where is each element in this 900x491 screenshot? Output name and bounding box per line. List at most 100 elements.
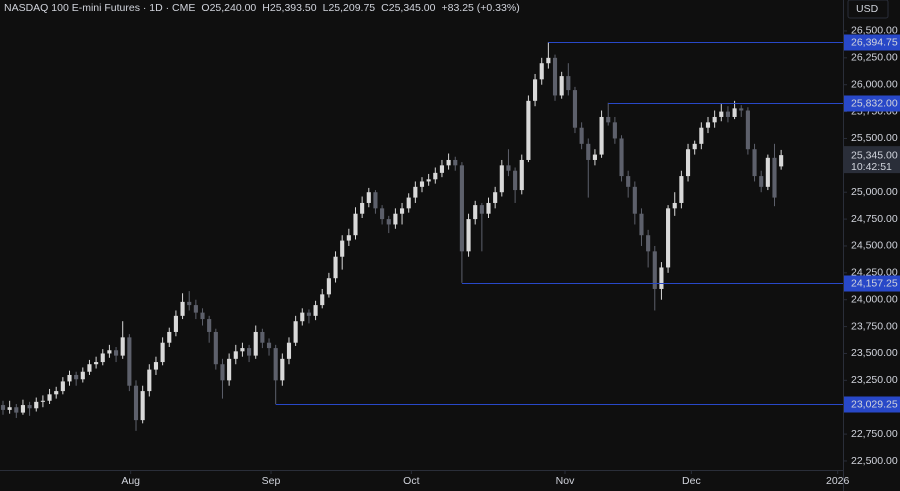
candle-body — [592, 154, 597, 160]
candle-body — [685, 149, 691, 177]
candle-body — [519, 159, 524, 191]
x-tick-label: Nov — [556, 475, 575, 487]
countdown: 10:42:51 — [851, 161, 892, 173]
candle-body — [552, 57, 558, 96]
level-label: 23,029.25 — [851, 398, 898, 410]
candle-body — [153, 362, 159, 370]
candle-body — [306, 312, 311, 316]
currency-box[interactable] — [847, 0, 889, 19]
candle-body — [745, 110, 750, 150]
candle-body — [586, 143, 591, 160]
candle-body — [147, 369, 152, 392]
candle-body — [113, 350, 119, 356]
candle-body — [373, 192, 378, 209]
candle-body — [666, 208, 671, 268]
candle-body — [719, 111, 724, 117]
candle-body — [433, 172, 438, 180]
candle-body — [606, 116, 611, 123]
candle-body — [260, 331, 265, 343]
candle-body — [406, 197, 411, 209]
y-tick-label: 26,000.00 — [851, 78, 898, 90]
candle-body — [227, 358, 232, 381]
candle-body — [313, 305, 318, 316]
candle-body — [725, 111, 731, 117]
candle-body — [133, 385, 139, 421]
y-tick-label: 26,250.00 — [851, 52, 898, 64]
field-value: 25,240.00 — [210, 2, 257, 14]
candle-body — [712, 116, 717, 123]
candle-body — [426, 179, 431, 182]
field-value: 25,393.50 — [270, 2, 317, 14]
candle-body — [419, 181, 425, 187]
x-tick-label: Aug — [121, 475, 140, 487]
level-label-box — [844, 275, 900, 292]
y-tick-label: 23,750.00 — [851, 320, 898, 332]
y-tick-label: 22,750.00 — [851, 428, 898, 440]
candle-body — [486, 202, 491, 214]
candle-body — [705, 122, 711, 128]
candle-body — [14, 407, 19, 413]
candle-body — [393, 213, 398, 225]
candle-body — [579, 127, 584, 144]
currency[interactable]: USD — [856, 3, 879, 15]
level-label-box — [844, 95, 900, 112]
candle-body — [506, 165, 511, 171]
change: +83.25 (+0.33%) — [441, 2, 519, 14]
candle-body — [466, 219, 471, 252]
y-tick-label: 25,000.00 — [851, 186, 898, 198]
candle-body — [27, 405, 32, 409]
candle-body — [386, 219, 391, 225]
candle-body — [120, 337, 125, 356]
candle-body — [459, 165, 464, 252]
y-tick-label: 24,750.00 — [851, 213, 898, 225]
candle-body — [94, 362, 99, 365]
candle-body — [619, 138, 624, 177]
y-tick-label: 26,500.00 — [851, 25, 898, 37]
level-label-box — [844, 34, 900, 51]
candle-body — [60, 381, 65, 392]
candle-body — [539, 63, 544, 80]
candle-body — [752, 149, 757, 177]
plot — [0, 42, 784, 431]
candle-body — [54, 391, 59, 395]
candle-body — [652, 251, 657, 289]
candle-body — [446, 159, 451, 166]
candle-body — [273, 348, 278, 381]
candle-body — [399, 208, 405, 214]
candle-body — [67, 374, 72, 382]
candle-body — [513, 170, 518, 191]
candle-body — [140, 391, 145, 421]
candle-body — [380, 208, 385, 220]
candle-body — [193, 305, 198, 313]
candle-body — [233, 351, 238, 359]
symbol: NASDAQ 100 E-mini Futures · 1D · CME — [4, 2, 195, 14]
candle-body — [632, 186, 637, 214]
candle-body — [692, 143, 697, 150]
candle-body — [40, 400, 45, 402]
candle-body — [20, 405, 26, 413]
last-price-label: 25,345.00 — [851, 149, 898, 161]
field-value: 25,209.75 — [328, 2, 375, 14]
candle-body — [180, 301, 185, 316]
candle-body — [526, 100, 531, 160]
legend-header: NASDAQ 100 E-mini Futures · 1D · CME O25,… — [4, 2, 520, 14]
level-label-box — [844, 396, 900, 413]
candle-body — [107, 350, 112, 354]
candle-body — [247, 348, 252, 356]
candle-body — [220, 364, 225, 381]
field-value: 25,345.00 — [389, 2, 436, 14]
candle-body — [546, 57, 551, 64]
candle-body — [47, 394, 52, 401]
field-key: O — [201, 2, 209, 14]
candle-body — [559, 76, 564, 96]
candle-body — [659, 267, 664, 289]
candle-body — [200, 312, 205, 320]
candle-body — [127, 337, 132, 386]
level-label: 25,832.00 — [851, 97, 898, 109]
candle-body — [207, 319, 212, 332]
candle-body — [0, 405, 6, 410]
candle-body — [320, 294, 325, 306]
